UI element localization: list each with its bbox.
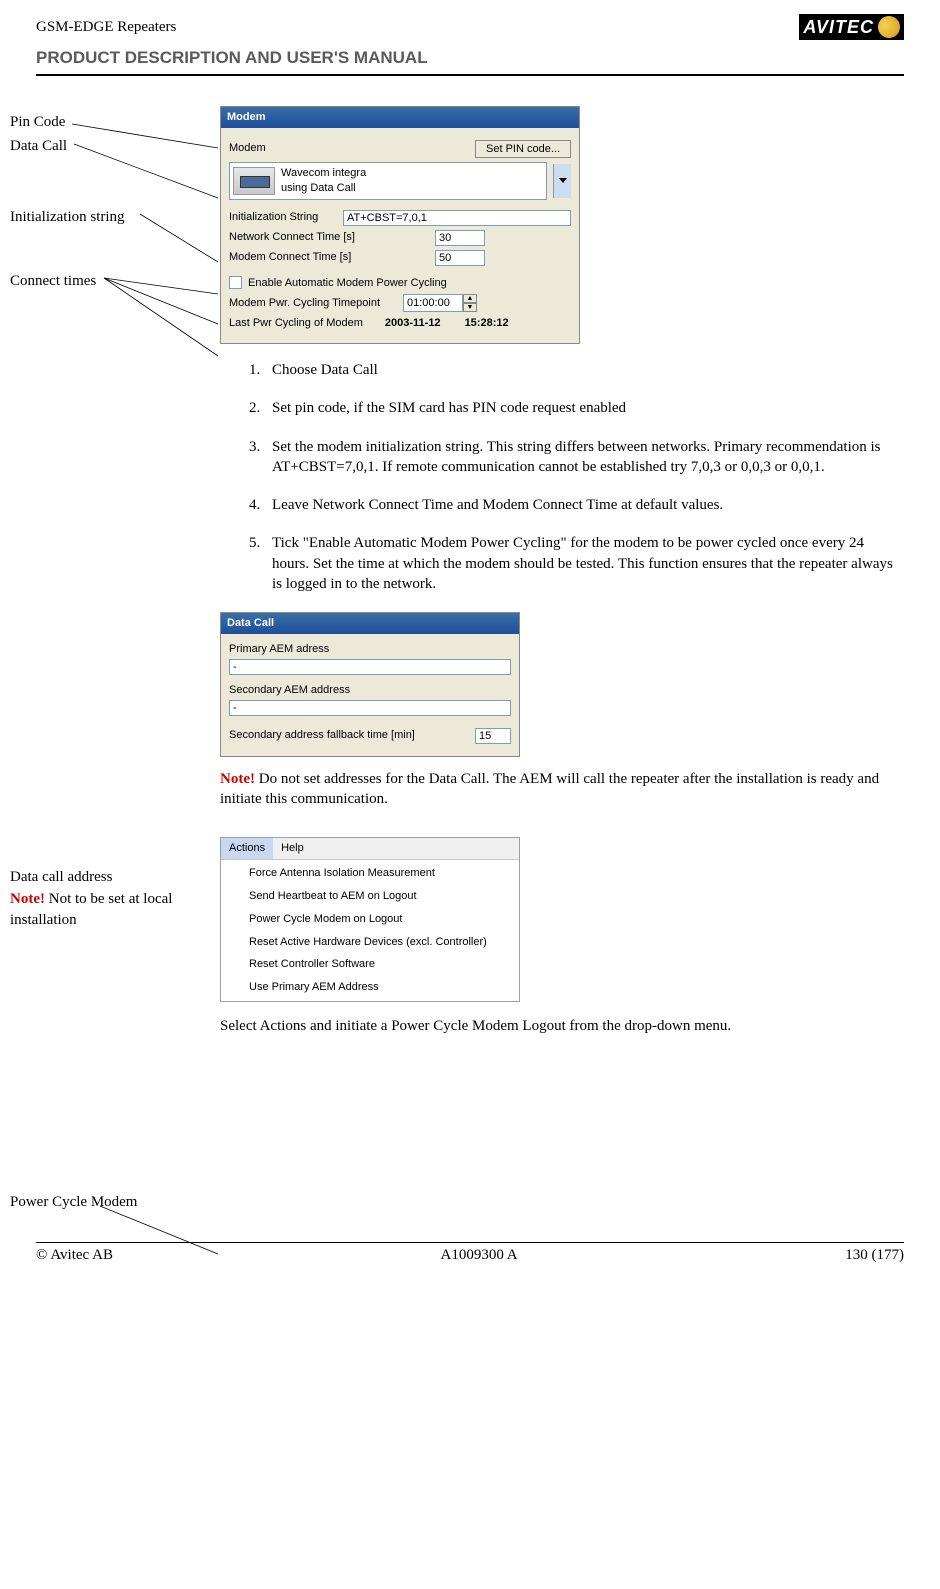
page-footer: © Avitec AB A1009300 A 130 (177) bbox=[0, 1247, 940, 1278]
step-2: Set pin code, if the SIM card has PIN co… bbox=[264, 398, 904, 418]
steps-list: Choose Data Call Set pin code, if the SI… bbox=[220, 360, 904, 594]
data-call-title: Data Call bbox=[221, 613, 519, 634]
right-column: Modem Modem Set PIN code... Wavecom inte… bbox=[220, 106, 904, 1212]
doc-title: GSM-EDGE Repeaters bbox=[36, 19, 176, 36]
step-1: Choose Data Call bbox=[264, 360, 904, 380]
init-string-input[interactable] bbox=[343, 210, 571, 226]
cycling-timepoint-spinner[interactable]: ▲▼ bbox=[403, 294, 477, 312]
side-connect-times: Connect times bbox=[0, 271, 220, 291]
side-data-call-address: Data call address bbox=[0, 867, 220, 887]
menu-item-3[interactable]: Reset Active Hardware Devices (excl. Con… bbox=[221, 931, 519, 954]
primary-aem-input[interactable] bbox=[229, 659, 511, 675]
fallback-input[interactable] bbox=[475, 728, 511, 744]
menu-item-5[interactable]: Use Primary AEM Address bbox=[221, 976, 519, 999]
modem-type-combo[interactable]: Wavecom integra using Data Call bbox=[229, 162, 547, 200]
data-call-note-text: Do not set addresses for the Data Call. … bbox=[220, 771, 879, 807]
enable-cycling-label: Enable Automatic Modem Power Cycling bbox=[248, 276, 447, 291]
modem-connect-label: Modem Connect Time [s] bbox=[229, 250, 429, 265]
footer-divider bbox=[36, 1242, 904, 1243]
modem-panel: Modem Modem Set PIN code... Wavecom inte… bbox=[220, 106, 580, 344]
left-column: Pin Code Data Call Initialization string… bbox=[0, 106, 220, 1212]
modem-label: Modem bbox=[229, 141, 266, 156]
menu-bar: Actions Help bbox=[221, 838, 519, 860]
menu-item-0[interactable]: Force Antenna Isolation Measurement bbox=[221, 862, 519, 885]
step-3: Set the modem initialization string. Thi… bbox=[264, 437, 904, 478]
step-4: Leave Network Connect Time and Modem Con… bbox=[264, 495, 904, 515]
chevron-down-icon[interactable] bbox=[553, 164, 571, 198]
footer-center: A1009300 A bbox=[441, 1247, 518, 1264]
side-data-call: Data Call bbox=[0, 136, 220, 156]
side-note-label: Note! bbox=[10, 891, 45, 907]
combo-line1: Wavecom integra bbox=[281, 166, 543, 181]
data-call-note: Note! Do not set addresses for the Data … bbox=[220, 769, 904, 810]
main-content: Pin Code Data Call Initialization string… bbox=[0, 76, 940, 1212]
brand-logo: AVITEC bbox=[799, 14, 904, 40]
doc-subtitle: PRODUCT DESCRIPTION AND USER'S MANUAL bbox=[36, 48, 904, 68]
primary-aem-label: Primary AEM adress bbox=[229, 642, 511, 657]
network-connect-input[interactable] bbox=[435, 230, 485, 246]
modem-panel-title: Modem bbox=[221, 107, 579, 128]
side-init-string: Initialization string bbox=[0, 207, 220, 227]
last-cycle-label: Last Pwr Cycling of Modem bbox=[229, 316, 363, 331]
page-header: GSM-EDGE Repeaters AVITEC PRODUCT DESCRI… bbox=[0, 0, 940, 68]
sun-icon bbox=[878, 16, 900, 38]
footer-right: 130 (177) bbox=[845, 1247, 904, 1264]
secondary-aem-label: Secondary AEM address bbox=[229, 683, 511, 698]
menu-item-2[interactable]: Power Cycle Modem on Logout bbox=[221, 908, 519, 931]
last-cycle-date: 2003-11-12 bbox=[385, 316, 441, 331]
data-call-note-label: Note! bbox=[220, 771, 255, 787]
menu-help[interactable]: Help bbox=[273, 838, 312, 859]
menu-actions[interactable]: Actions bbox=[221, 838, 273, 859]
side-note: Note! Not to be set at local installatio… bbox=[0, 889, 220, 930]
logo-text: AVITEC bbox=[803, 17, 874, 38]
set-pin-button[interactable]: Set PIN code... bbox=[475, 140, 571, 158]
spin-buttons[interactable]: ▲▼ bbox=[463, 294, 477, 312]
last-cycle-time: 15:28:12 bbox=[465, 316, 509, 331]
side-pin-code: Pin Code bbox=[0, 112, 220, 132]
fallback-label: Secondary address fallback time [min] bbox=[229, 728, 469, 743]
footer-left: © Avitec AB bbox=[36, 1247, 113, 1264]
side-power-cycle: Power Cycle Modem bbox=[0, 1192, 220, 1212]
actions-instruction: Select Actions and initiate a Power Cycl… bbox=[220, 1016, 904, 1036]
cycling-timepoint-input[interactable] bbox=[403, 294, 463, 312]
step-5: Tick "Enable Automatic Modem Power Cycli… bbox=[264, 533, 904, 594]
secondary-aem-input[interactable] bbox=[229, 700, 511, 716]
init-string-label: Initialization String bbox=[229, 210, 337, 225]
network-connect-label: Network Connect Time [s] bbox=[229, 230, 429, 245]
actions-dropdown: Force Antenna Isolation Measurement Send… bbox=[221, 860, 519, 1001]
menu-item-4[interactable]: Reset Controller Software bbox=[221, 953, 519, 976]
menu-item-1[interactable]: Send Heartbeat to AEM on Logout bbox=[221, 885, 519, 908]
combo-line2: using Data Call bbox=[281, 181, 543, 196]
modem-connect-input[interactable] bbox=[435, 250, 485, 266]
data-call-panel: Data Call Primary AEM adress Secondary A… bbox=[220, 612, 520, 757]
modem-thumb-icon bbox=[233, 167, 275, 195]
actions-menu-panel: Actions Help Force Antenna Isolation Mea… bbox=[220, 837, 520, 1002]
cycling-timepoint-label: Modem Pwr. Cycling Timepoint bbox=[229, 296, 397, 311]
enable-cycling-checkbox[interactable] bbox=[229, 276, 242, 289]
